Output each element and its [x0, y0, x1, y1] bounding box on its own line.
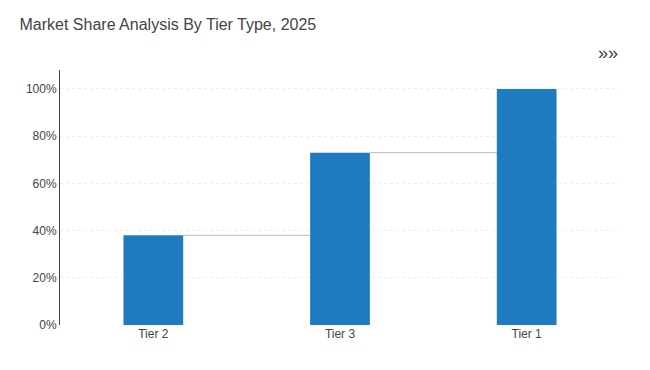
svg-text:80%: 80%: [33, 129, 57, 143]
svg-text:Tier 2: Tier 2: [138, 327, 169, 341]
svg-text:Tier 1: Tier 1: [512, 327, 543, 341]
svg-text:40%: 40%: [33, 224, 57, 238]
svg-text:20%: 20%: [33, 271, 57, 285]
svg-text:0%: 0%: [39, 318, 57, 332]
svg-text:Market Share Analysis By Tier: Market Share Analysis By Tier Type, 2025: [20, 16, 317, 33]
svg-text:100%: 100%: [26, 82, 57, 96]
svg-text:60%: 60%: [33, 177, 57, 191]
svg-text:Tier 3: Tier 3: [325, 327, 356, 341]
svg-text:»»: »»: [598, 43, 618, 63]
